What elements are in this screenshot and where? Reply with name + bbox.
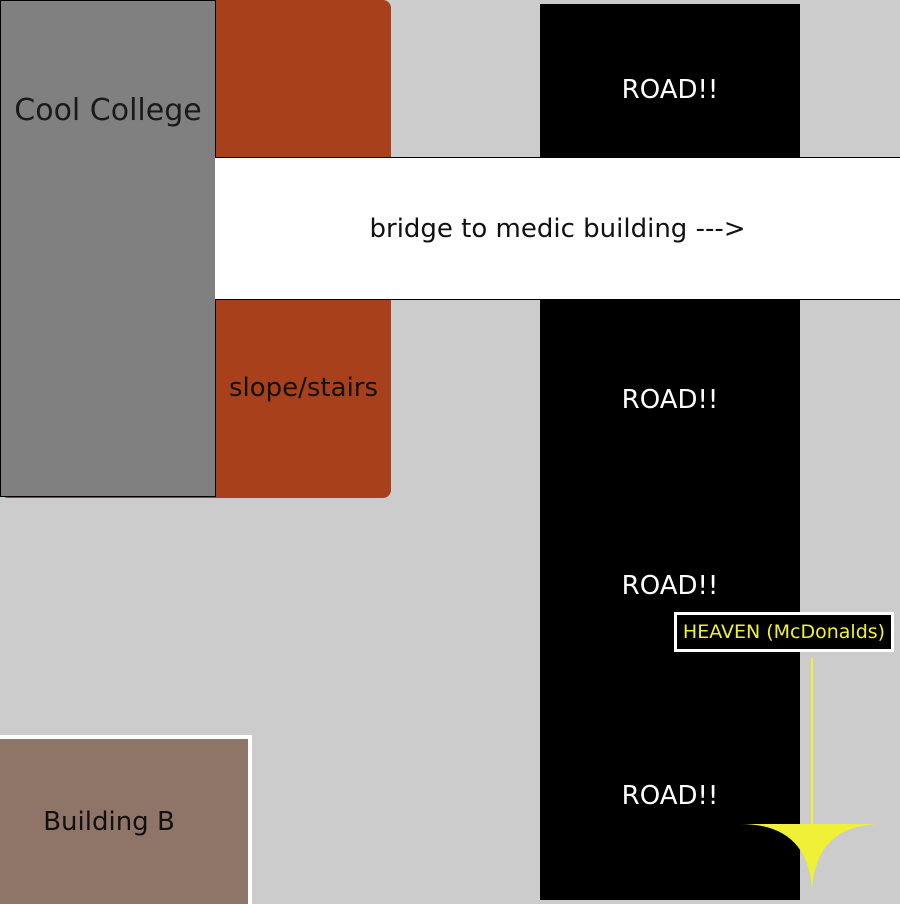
- bridge-to-medic-building: bridge to medic building --->: [215, 157, 900, 300]
- road-label: ROAD!!: [621, 781, 719, 811]
- college-label: Cool College: [14, 92, 202, 128]
- road-label: ROAD!!: [621, 75, 719, 105]
- building-b-label: Building B: [43, 806, 175, 837]
- location-pointer-icon: [740, 658, 882, 890]
- road-label: ROAD!!: [621, 385, 719, 415]
- road-label: ROAD!!: [621, 571, 719, 601]
- cool-college-building: [0, 0, 216, 497]
- slope-label: slope/stairs: [228, 373, 379, 403]
- building-b: Building B: [0, 735, 252, 904]
- heaven-mcdonalds-label: HEAVEN (McDonalds): [674, 612, 894, 652]
- road: [540, 4, 800, 900]
